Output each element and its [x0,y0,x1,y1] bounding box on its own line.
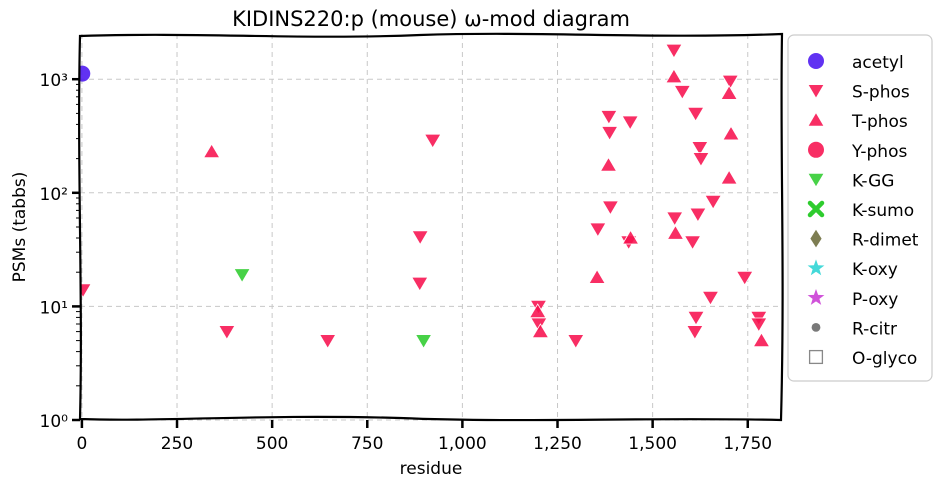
legend-marker-k-sumo [807,200,825,218]
point-s-phos [600,110,618,125]
point-k-gg [233,268,251,284]
point-s-phos [318,334,337,349]
x-tick-label: 1,000 [438,434,487,454]
legend-marker-p-oxy [807,289,825,305]
point-s-phos [692,152,710,167]
point-s-phos [673,85,692,100]
point-t-phos [720,169,738,185]
point-t-phos [722,125,740,141]
x-tick-label: 500 [256,434,288,454]
legend-marker-t-phos [807,111,825,127]
point-t-phos [588,269,606,284]
legend-marker-r-citr [811,323,821,332]
point-t-phos [599,156,618,172]
point-t-phos [720,85,738,100]
point-s-phos [683,235,702,251]
point-s-phos [689,207,707,223]
legend-box [787,34,933,382]
point-s-phos [686,325,704,340]
x-tick-label: 0 [76,434,87,454]
point-t-phos [752,332,771,347]
legend: acetyl S-phos T-phos Y-phos K-GG K-sumo R-dime… [787,34,933,382]
y-tick-label: 10³ [40,71,68,91]
legend-marker-r-dimet [810,229,822,248]
legend-label: K-oxy [852,260,898,280]
legend-label: K-GG [852,171,894,191]
legend-label: R-dimet [852,231,919,251]
point-k-gg [414,334,433,349]
point-t-phos [531,323,550,339]
legend-marker-s-phos [807,84,825,99]
point-s-phos [600,126,619,141]
point-s-phos [621,115,639,131]
point-t-phos [621,229,640,245]
legend-label: K-sumo [852,201,914,221]
point-s-phos [411,230,429,246]
legend-marker-acetyl [808,53,824,69]
legend-label: S-phos [852,83,910,103]
point-s-phos [686,107,705,122]
grid [80,34,782,421]
point-s-phos [721,74,739,90]
point-s-phos [567,334,585,349]
point-s-phos [589,222,607,238]
x-tick-label: 750 [351,434,383,454]
point-s-phos [750,317,768,333]
point-s-phos [704,195,722,210]
point-s-phos [80,283,92,299]
legend-label: Y-phos [851,142,907,162]
y-tick-label: 10⁰ [40,412,69,432]
legend-label: O-glyco [852,349,917,369]
legend-label: R-citr [852,319,897,339]
point-s-phos [218,325,236,340]
point-t-phos [666,224,685,240]
x-axis: 0 250 500 750 1,000 1,250 1,500 1,750 [76,420,772,454]
x-tick-label: 250 [161,434,193,454]
y-axis: 10⁰ 10¹ 10² 10³ [40,71,80,432]
legend-label: P-oxy [852,290,898,310]
point-s-phos [411,276,429,292]
point-s-phos [691,141,709,156]
legend-marker-y-phos [808,141,824,158]
y-tick-label: 10² [40,185,68,205]
point-s-phos [424,133,442,149]
point-acetyl [80,65,91,82]
point-s-phos [701,291,720,306]
point-t-phos [202,143,221,159]
x-axis-label: residue [400,459,463,479]
data-points [80,43,771,349]
legend-label: T-phos [851,112,908,132]
point-s-phos [666,211,684,227]
point-s-phos [736,271,754,286]
point-s-phos [687,311,705,326]
legend-marker-o-glyco [808,349,824,365]
chart-title: KIDINS220:p (mouse) ω-mod diagram [232,7,630,31]
legend-label: acetyl [852,53,904,73]
legend-marker-k-oxy [807,259,825,276]
point-s-phos [601,200,620,216]
x-tick-label: 1,500 [628,434,677,454]
x-tick-label: 1,250 [533,434,582,454]
point-t-phos [529,303,547,318]
y-axis-label: PSMs (tabbs) [10,172,30,283]
x-tick-label: 1,750 [723,434,772,454]
y-tick-label: 10¹ [40,298,68,318]
legend-marker-k-gg [807,172,825,188]
plot-frame [78,32,784,422]
point-s-phos [665,43,683,59]
point-t-phos [665,68,683,84]
